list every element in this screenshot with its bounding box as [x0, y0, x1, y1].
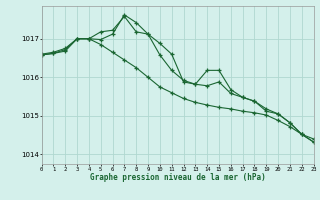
X-axis label: Graphe pression niveau de la mer (hPa): Graphe pression niveau de la mer (hPa): [90, 173, 266, 182]
